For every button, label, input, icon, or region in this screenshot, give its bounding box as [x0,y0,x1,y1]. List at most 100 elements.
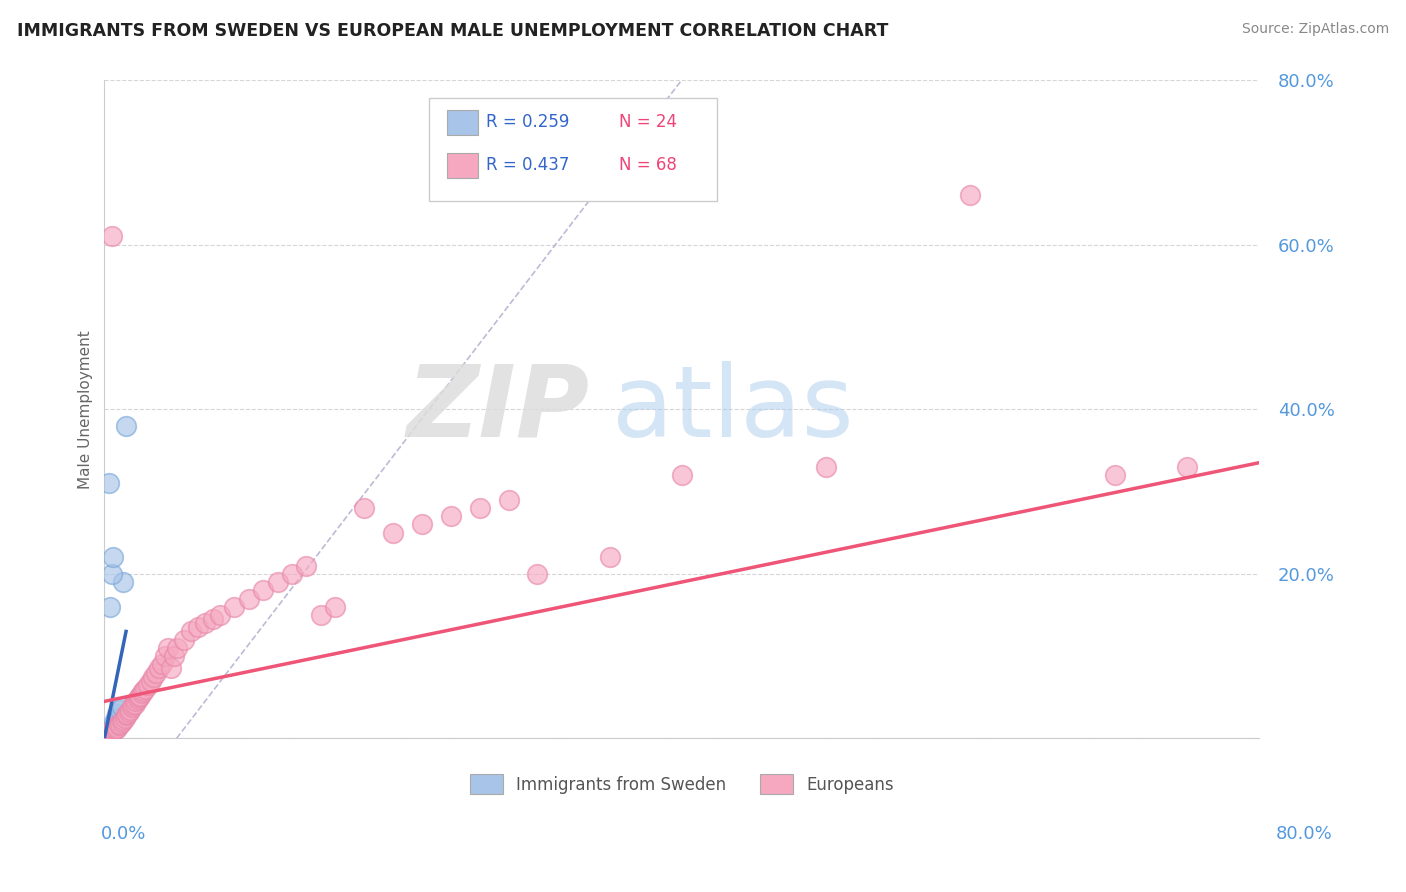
Point [129,689,152,703]
Point [224,599,246,614]
Point [166,640,188,655]
Point [112,575,135,590]
Text: IMMIGRANTS FROM SWEDEN VS EUROPEAN MALE UNEMPLOYMENT CORRELATION CHART: IMMIGRANTS FROM SWEDEN VS EUROPEAN MALE … [17,22,889,40]
Text: ZIP: ZIP [406,360,589,458]
Point [252,583,274,598]
Point [124,697,146,711]
Point [815,459,838,474]
Point [325,599,347,614]
Point [150,657,173,672]
Point [353,500,375,515]
Point [440,509,463,524]
Point [671,468,693,483]
Point [100,724,122,739]
Text: Source: ZipAtlas.com: Source: ZipAtlas.com [1241,22,1389,37]
Point [98,723,121,738]
Point [127,692,149,706]
Point [136,678,159,692]
Point [111,700,134,714]
Point [156,640,179,655]
Point [108,711,131,725]
Point [120,703,142,717]
Point [96,727,118,741]
Point [97,476,120,491]
Point [187,620,209,634]
Point [103,722,125,736]
Point [125,694,148,708]
Legend: Immigrants from Sweden, Europeans: Immigrants from Sweden, Europeans [461,765,903,803]
Point [110,703,132,717]
Point [110,716,132,731]
Point [97,724,120,739]
Point [142,670,165,684]
Point [238,591,260,606]
Point [104,719,127,733]
Point [115,708,138,723]
Point [112,714,135,728]
Point [148,661,170,675]
Point [98,726,121,740]
Point [194,616,217,631]
Point [115,418,138,433]
Point [103,714,125,729]
Point [98,726,121,740]
Text: atlas: atlas [613,360,853,458]
Point [382,525,405,540]
Point [468,500,491,515]
Point [128,690,150,705]
Point [132,683,155,698]
Text: R = 0.437: R = 0.437 [486,156,569,174]
Point [104,723,127,737]
Point [163,649,186,664]
Text: 80.0%: 80.0% [1277,825,1333,843]
Point [145,665,167,680]
Point [103,722,125,736]
Point [266,575,288,590]
Point [599,550,621,565]
Point [1175,459,1198,474]
Point [101,724,124,739]
Point [411,517,433,532]
Point [111,714,134,729]
Point [208,607,231,622]
Point [100,723,122,738]
Point [114,711,136,725]
Point [101,720,124,734]
Point [108,718,131,732]
Point [309,607,332,622]
Point [281,566,304,581]
Point [97,725,120,739]
Point [134,681,156,696]
Point [98,599,121,614]
Point [100,724,122,739]
Point [117,706,139,721]
Point [96,727,118,741]
Point [153,649,176,664]
Point [100,229,122,244]
Point [180,624,202,639]
Point [97,726,120,740]
Point [100,566,122,581]
Point [159,661,181,675]
Point [139,673,162,688]
Point [100,722,122,736]
Point [498,492,520,507]
Point [104,711,127,725]
Point [101,550,124,565]
Point [122,698,145,713]
Point [1104,468,1126,483]
Point [101,723,124,738]
Y-axis label: Male Unemployment: Male Unemployment [79,330,93,489]
Point [105,721,128,735]
Point [201,612,224,626]
Point [173,632,195,647]
Text: N = 68: N = 68 [619,156,676,174]
Point [131,686,153,700]
Text: 0.0%: 0.0% [101,825,146,843]
Point [105,706,128,721]
Point [295,558,318,573]
Point [959,188,981,202]
Point [121,700,143,714]
Point [118,705,141,719]
Point [105,716,128,731]
